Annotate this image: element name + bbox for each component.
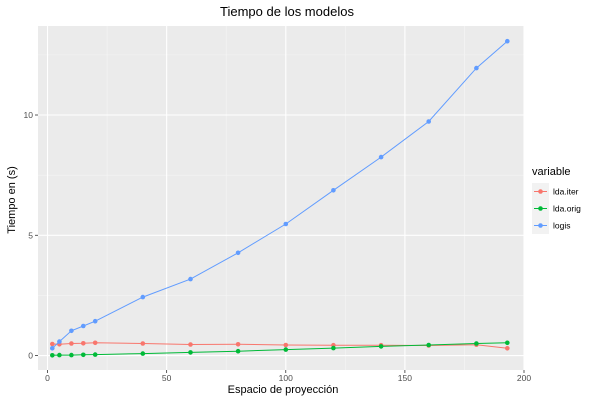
data-point-logis [57, 339, 62, 344]
data-point-logis [92, 318, 98, 324]
series-layer [50, 38, 510, 358]
data-point-lda.iter [69, 341, 74, 346]
x-tick-label: 50 [162, 373, 172, 383]
data-point-logis [69, 328, 74, 334]
data-point-lda.orig [331, 345, 336, 351]
data-point-lda.iter [81, 341, 86, 346]
data-point-lda.orig [69, 352, 74, 358]
legend-label-lda.iter: lda.iter [553, 187, 579, 197]
data-point-lda.orig [426, 342, 432, 348]
grid [38, 26, 525, 370]
data-point-lda.orig [505, 340, 510, 346]
legend-key-point [538, 189, 543, 194]
x-tick-label: 150 [398, 373, 412, 383]
data-point-lda.iter [140, 341, 146, 346]
data-point-logis [140, 294, 146, 300]
data-point-logis [505, 38, 510, 44]
data-point-lda.iter [50, 341, 55, 347]
data-point-lda.orig [235, 348, 241, 354]
legend-key-point [538, 223, 543, 228]
chart-title: Tiempo de los modelos [220, 4, 354, 19]
data-point-lda.orig [140, 351, 146, 356]
y-tick-label: 0 [28, 351, 33, 361]
legend: variable lda.iter lda.orig logis [532, 166, 581, 234]
data-point-lda.orig [378, 344, 384, 349]
data-point-lda.orig [474, 341, 479, 346]
data-point-lda.iter [283, 342, 289, 348]
y-axis-title: Tiempo en (s) [6, 166, 18, 233]
legend-label-logis: logis [553, 221, 570, 231]
legend-key-point [538, 206, 543, 211]
legend-label-lda.orig: lda.orig [553, 204, 581, 214]
data-point-logis [188, 276, 193, 282]
legend-title: variable [532, 166, 571, 178]
plot-panel [38, 26, 524, 370]
data-point-lda.orig [188, 350, 193, 355]
data-point-lda.iter [92, 340, 98, 346]
data-point-lda.iter [505, 346, 510, 351]
axis-ticks: 0 50 100 150 200 0 5 10 [24, 110, 532, 383]
data-point-logis [474, 65, 479, 71]
data-point-lda.iter [188, 342, 193, 347]
data-point-logis [331, 188, 336, 193]
data-point-logis [283, 221, 289, 227]
data-point-lda.iter [235, 342, 241, 347]
data-point-lda.orig [92, 352, 98, 357]
data-point-lda.orig [81, 352, 86, 358]
x-axis-title: Espacio de proyección [228, 384, 339, 396]
data-point-logis [426, 119, 432, 124]
y-tick-label: 10 [24, 110, 34, 120]
data-point-logis [378, 154, 384, 160]
x-tick-label: 0 [45, 373, 50, 383]
x-tick-label: 200 [517, 373, 531, 383]
x-tick-label: 100 [279, 373, 293, 383]
data-point-logis [81, 323, 86, 329]
data-point-lda.orig [57, 352, 62, 358]
data-point-logis [50, 346, 55, 351]
data-point-logis [235, 250, 241, 256]
data-point-lda.orig [50, 353, 55, 358]
data-point-lda.orig [283, 347, 289, 352]
y-tick-label: 5 [28, 230, 33, 240]
